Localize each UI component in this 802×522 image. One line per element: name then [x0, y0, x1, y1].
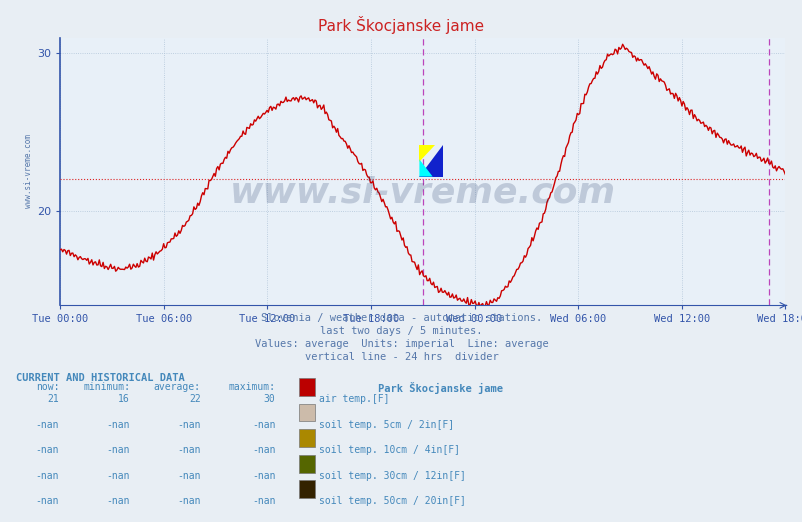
Text: maximum:: maximum: [229, 382, 275, 392]
Text: -nan: -nan [252, 420, 275, 430]
Bar [299, 404, 314, 421]
Text: soil temp. 50cm / 20in[F]: soil temp. 50cm / 20in[F] [318, 496, 465, 506]
Text: CURRENT AND HISTORICAL DATA: CURRENT AND HISTORICAL DATA [16, 373, 184, 383]
Text: now:: now: [35, 382, 59, 392]
Text: vertical line - 24 hrs  divider: vertical line - 24 hrs divider [304, 352, 498, 362]
Text: -nan: -nan [252, 445, 275, 455]
Text: -nan: -nan [35, 496, 59, 506]
Text: -nan: -nan [177, 420, 200, 430]
Text: www.si-vreme.com: www.si-vreme.com [23, 135, 33, 208]
Text: Park Škocjanske jame: Park Škocjanske jame [318, 16, 484, 33]
Text: -nan: -nan [107, 471, 130, 481]
Text: www.si-vreme.com: www.si-vreme.com [229, 176, 615, 210]
Bar [299, 480, 314, 498]
Text: 16: 16 [118, 394, 130, 404]
Text: -nan: -nan [35, 445, 59, 455]
Text: soil temp. 10cm / 4in[F]: soil temp. 10cm / 4in[F] [318, 445, 460, 455]
Text: last two days / 5 minutes.: last two days / 5 minutes. [320, 326, 482, 336]
Text: -nan: -nan [177, 445, 200, 455]
Polygon shape [419, 159, 432, 176]
Text: 22: 22 [188, 394, 200, 404]
Text: -nan: -nan [35, 471, 59, 481]
Text: soil temp. 30cm / 12in[F]: soil temp. 30cm / 12in[F] [318, 471, 465, 481]
Text: -nan: -nan [107, 420, 130, 430]
Text: -nan: -nan [252, 471, 275, 481]
Text: soil temp. 5cm / 2in[F]: soil temp. 5cm / 2in[F] [318, 420, 453, 430]
Text: -nan: -nan [35, 420, 59, 430]
Bar [299, 455, 314, 472]
Text: average:: average: [154, 382, 200, 392]
Text: -nan: -nan [177, 471, 200, 481]
Text: minimum:: minimum: [83, 382, 130, 392]
Text: Park Škocjanske jame: Park Škocjanske jame [378, 382, 502, 394]
Text: air temp.[F]: air temp.[F] [318, 394, 389, 404]
Text: -nan: -nan [252, 496, 275, 506]
Text: Values: average  Units: imperial  Line: average: Values: average Units: imperial Line: av… [254, 339, 548, 349]
Text: 21: 21 [47, 394, 59, 404]
Bar [299, 378, 314, 396]
Text: Slovenia / weather data - automatic stations.: Slovenia / weather data - automatic stat… [261, 313, 541, 323]
Text: -nan: -nan [177, 496, 200, 506]
Polygon shape [419, 145, 435, 162]
Text: -nan: -nan [107, 445, 130, 455]
Text: -nan: -nan [107, 496, 130, 506]
Text: 30: 30 [264, 394, 275, 404]
Polygon shape [419, 145, 443, 176]
Bar [299, 429, 314, 447]
